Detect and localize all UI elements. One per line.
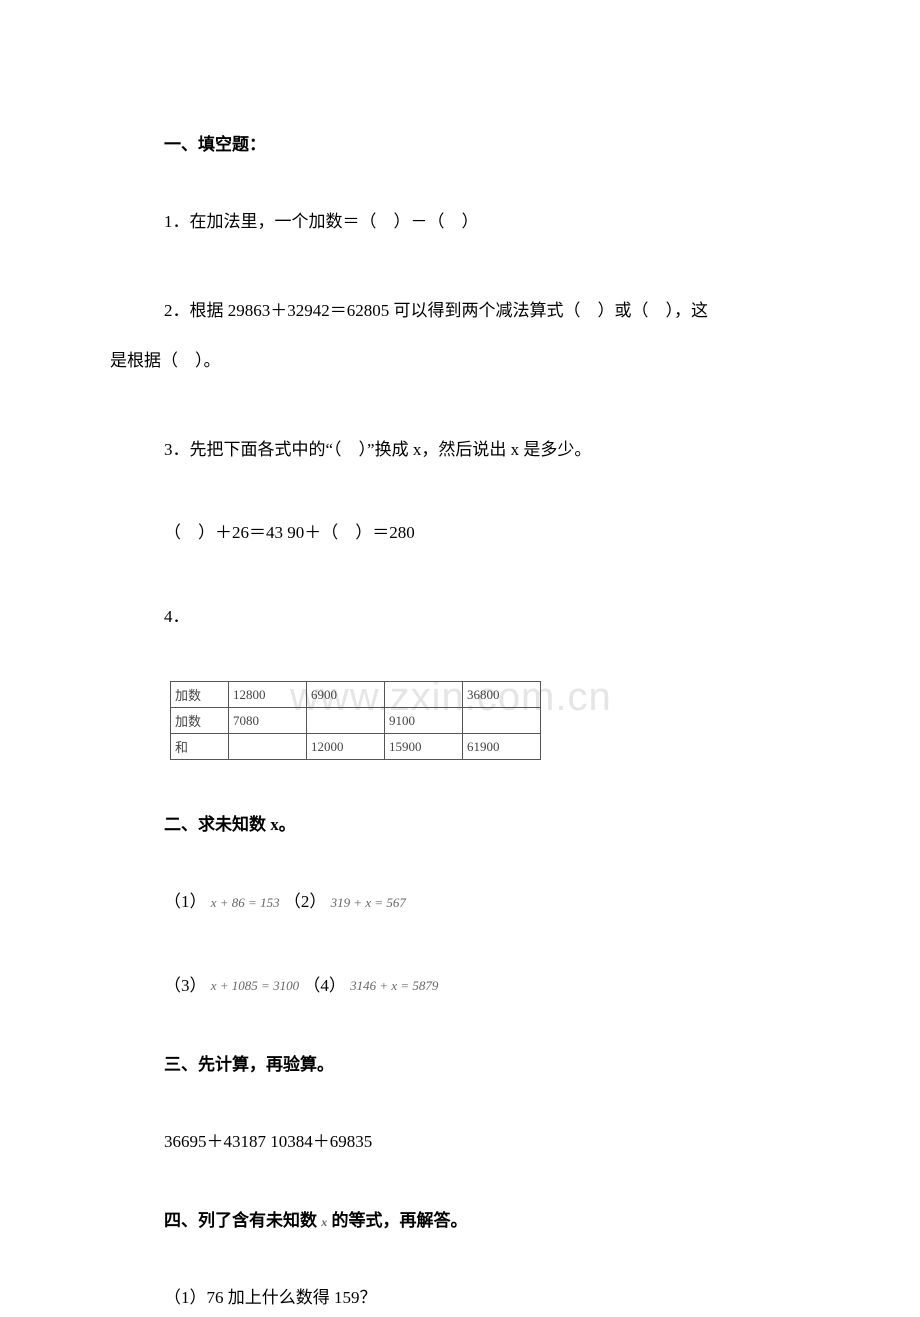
table-cell: 61900 — [463, 734, 541, 760]
addend-table: 加数 12800 6900 36800 加数 7080 9100 和 12000… — [170, 681, 541, 760]
question-2: 2．根据 29863＋32942＝62805 可以得到两个减法算式（ ）或（ ）… — [164, 286, 810, 385]
table-cell: 7080 — [229, 708, 307, 734]
q-label: （3） — [164, 976, 207, 995]
equation-4: 3146 + x = 5879 — [350, 972, 438, 1001]
q2-line2: 是根据（ ）。 — [110, 336, 810, 385]
q-label: （1） — [164, 892, 207, 911]
equation-1: x + 86 = 153 — [211, 889, 280, 918]
table-row: 加数 12800 6900 36800 — [171, 682, 541, 708]
equation-2: 319 + x = 567 — [331, 889, 406, 918]
section-4-header: 四、列了含有未知数 x 的等式，再解答。 — [164, 1206, 810, 1231]
table-cell: 6900 — [307, 682, 385, 708]
q-label: （2） — [284, 892, 327, 911]
table-cell: 15900 — [385, 734, 463, 760]
table-cell: 9100 — [385, 708, 463, 734]
table-cell — [229, 734, 307, 760]
row-label: 加数 — [171, 708, 229, 734]
question-4: 4． — [164, 598, 810, 635]
q2-line1: 2．根据 29863＋32942＝62805 可以得到两个减法算式（ ）或（ ）… — [164, 301, 708, 320]
table-cell: 12800 — [229, 682, 307, 708]
question-3-expr: （ ）＋26＝43 90＋（ ）＝280 — [164, 514, 810, 551]
table-row: 和 12000 15900 61900 — [171, 734, 541, 760]
table-cell: 12000 — [307, 734, 385, 760]
table-cell — [307, 708, 385, 734]
question-3: 3．先把下面各式中的“（ ）”换成 x，然后说出 x 是多少。 — [164, 431, 810, 468]
question-1: 1．在加法里，一个加数＝（ ）－（ ） — [164, 203, 810, 240]
table-row: 加数 7080 9100 — [171, 708, 541, 734]
section-2-header: 二、求未知数 x。 — [164, 810, 810, 835]
section-4-q1: （1）76 加上什么数得 159？ — [164, 1279, 810, 1316]
equation-3: x + 1085 = 3100 — [211, 972, 299, 1001]
row-label: 和 — [171, 734, 229, 760]
s4-header-a: 四、列了含有未知数 — [164, 1211, 321, 1230]
section-2-line2: （3） x + 1085 = 3100 （4） 3146 + x = 5879 — [164, 967, 810, 1004]
s4-header-b: 的等式，再解答。 — [327, 1211, 467, 1230]
addend-table-container: 加数 12800 6900 36800 加数 7080 9100 和 12000… — [170, 681, 810, 760]
table-cell — [385, 682, 463, 708]
table-cell: 36800 — [463, 682, 541, 708]
section-3-line1: 36695＋43187 10384＋69835 — [164, 1123, 810, 1160]
section-1-header: 一、填空题： — [164, 130, 810, 155]
row-label: 加数 — [171, 682, 229, 708]
q-label: （4） — [303, 976, 346, 995]
table-cell — [463, 708, 541, 734]
section-3-header: 三、先计算，再验算。 — [164, 1050, 810, 1075]
section-2-line1: （1） x + 86 = 153 （2） 319 + x = 567 — [164, 883, 810, 920]
